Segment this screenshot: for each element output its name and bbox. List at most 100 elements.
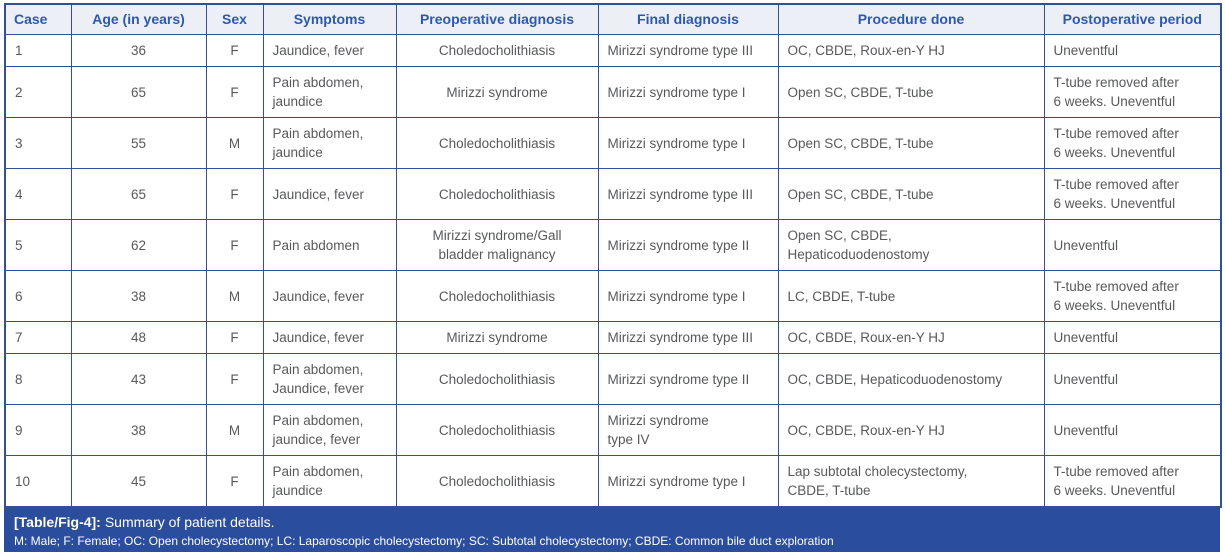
cell-case: 10 xyxy=(4,455,72,508)
cell-sex: F xyxy=(205,219,264,271)
cell-sex: F xyxy=(205,34,264,67)
cell-symptoms: Pain abdomen, jaundice xyxy=(262,66,397,118)
cell-preoperative_diagnosis: Mirizzi syndrome/Gall bladder malignancy xyxy=(395,219,599,271)
cell-final_diagnosis: Mirizzi syndrome type IV xyxy=(597,404,779,456)
column-header-procedure_done: Procedure done xyxy=(777,3,1045,35)
cell-sex: M xyxy=(205,270,264,322)
column-header-preoperative_diagnosis: Preoperative diagnosis xyxy=(395,3,599,35)
table-row: 4 65 F Jaundice, fever Choledocholithiasis Mi… xyxy=(4,168,1222,220)
cell-sex: F xyxy=(205,168,264,220)
cell-case: 6 xyxy=(4,270,72,322)
cell-procedure_done: Lap subtotal cholecystectomy, CBDE, T-tu… xyxy=(777,455,1045,508)
column-header-case: Case xyxy=(4,3,72,35)
cell-age: 45 xyxy=(70,455,207,508)
cell-procedure_done: OC, CBDE, Roux-en-Y HJ xyxy=(777,404,1045,456)
cell-final_diagnosis: Mirizzi syndrome type II xyxy=(597,219,779,271)
cell-sex: F xyxy=(205,353,264,405)
cell-procedure_done: Open SC, CBDE, Hepaticoduodenostomy xyxy=(777,219,1045,271)
cell-procedure_done: LC, CBDE, T-tube xyxy=(777,270,1045,322)
cell-symptoms: Jaundice, fever xyxy=(262,168,397,220)
cell-postoperative_period: T-tube removed after 6 weeks. Uneventful xyxy=(1043,270,1222,322)
cell-sex: M xyxy=(205,404,264,456)
column-header-sex: Sex xyxy=(205,3,264,35)
cell-final_diagnosis: Mirizzi syndrome type III xyxy=(597,321,779,354)
cell-symptoms: Jaundice, fever xyxy=(262,321,397,354)
column-header-final_diagnosis: Final diagnosis xyxy=(597,3,779,35)
cell-postoperative_period: T-tube removed after 6 weeks. Uneventful xyxy=(1043,168,1222,220)
header-row: Case Age (in years) Sex Symptoms Preoperativ… xyxy=(4,3,1222,35)
cell-age: 65 xyxy=(70,168,207,220)
cell-sex: F xyxy=(205,455,264,508)
table-row: 6 38 M Jaundice, fever Choledocholithiasis Mi… xyxy=(4,270,1222,322)
cell-preoperative_diagnosis: Choledocholithiasis xyxy=(395,270,599,322)
cell-postoperative_period: T-tube removed after 6 weeks. Uneventful xyxy=(1043,117,1222,169)
patient-details-table: Case Age (in years) Sex Symptoms Preoperativ… xyxy=(4,3,1222,508)
cell-preoperative_diagnosis: Choledocholithiasis xyxy=(395,455,599,508)
cell-symptoms: Pain abdomen xyxy=(262,219,397,271)
cell-postoperative_period: Uneventful xyxy=(1043,34,1222,67)
cell-case: 3 xyxy=(4,117,72,169)
cell-final_diagnosis: Mirizzi syndrome type I xyxy=(597,117,779,169)
cell-final_diagnosis: Mirizzi syndrome type III xyxy=(597,34,779,67)
cell-procedure_done: Open SC, CBDE, T-tube xyxy=(777,168,1045,220)
cell-case: 4 xyxy=(4,168,72,220)
cell-preoperative_diagnosis: Choledocholithiasis xyxy=(395,34,599,67)
cell-age: 38 xyxy=(70,404,207,456)
table-row: 9 38 M Pain abdomen, jaundice, fever Choledo… xyxy=(4,404,1222,456)
column-header-postoperative_period: Postoperative period xyxy=(1043,3,1222,35)
cell-case: 9 xyxy=(4,404,72,456)
cell-preoperative_diagnosis: Mirizzi syndrome xyxy=(395,321,599,354)
cell-preoperative_diagnosis: Choledocholithiasis xyxy=(395,353,599,405)
cell-age: 55 xyxy=(70,117,207,169)
table-body: 1 36 F Jaundice, fever Choledocholithiasis Mi… xyxy=(4,34,1222,508)
cell-sex: F xyxy=(205,321,264,354)
cell-symptoms: Jaundice, fever xyxy=(262,270,397,322)
cell-postoperative_period: T-tube removed after 6 weeks. Uneventful xyxy=(1043,455,1222,508)
table-title: Summary of patient details. xyxy=(104,514,275,530)
table-row: 2 65 F Pain abdomen, jaundice Mirizzi syndro… xyxy=(4,66,1222,118)
cell-symptoms: Pain abdomen, jaundice xyxy=(262,455,397,508)
cell-case: 7 xyxy=(4,321,72,354)
cell-preoperative_diagnosis: Choledocholithiasis xyxy=(395,117,599,169)
cell-symptoms: Jaundice, fever xyxy=(262,34,397,67)
table-figure-label: [Table/Fig-4]: xyxy=(14,514,101,530)
cell-symptoms: Pain abdomen, Jaundice, fever xyxy=(262,353,397,405)
cell-final_diagnosis: Mirizzi syndrome type I xyxy=(597,270,779,322)
cell-procedure_done: OC, CBDE, Roux-en-Y HJ xyxy=(777,321,1045,354)
table-row: 3 55 M Pain abdomen, jaundice Choledocholith… xyxy=(4,117,1222,169)
cell-preoperative_diagnosis: Mirizzi syndrome xyxy=(395,66,599,118)
cell-age: 36 xyxy=(70,34,207,67)
cell-postoperative_period: T-tube removed after 6 weeks. Uneventful xyxy=(1043,66,1222,118)
cell-case: 5 xyxy=(4,219,72,271)
cell-final_diagnosis: Mirizzi syndrome type I xyxy=(597,455,779,508)
cell-age: 65 xyxy=(70,66,207,118)
cell-postoperative_period: Uneventful xyxy=(1043,353,1222,405)
table-row: 8 43 F Pain abdomen, Jaundice, fever Choledo… xyxy=(4,353,1222,405)
cell-case: 8 xyxy=(4,353,72,405)
cell-postoperative_period: Uneventful xyxy=(1043,321,1222,354)
table-row: 5 62 F Pain abdomen Mirizzi syndrome/Gall bl… xyxy=(4,219,1222,271)
cell-procedure_done: OC, CBDE, Roux-en-Y HJ xyxy=(777,34,1045,67)
cell-preoperative_diagnosis: Choledocholithiasis xyxy=(395,404,599,456)
cell-final_diagnosis: Mirizzi syndrome type II xyxy=(597,353,779,405)
cell-symptoms: Pain abdomen, jaundice, fever xyxy=(262,404,397,456)
cell-symptoms: Pain abdomen, jaundice xyxy=(262,117,397,169)
cell-age: 48 xyxy=(70,321,207,354)
cell-age: 62 xyxy=(70,219,207,271)
cell-age: 43 xyxy=(70,353,207,405)
cell-final_diagnosis: Mirizzi syndrome type I xyxy=(597,66,779,118)
cell-age: 38 xyxy=(70,270,207,322)
table-row: 1 36 F Jaundice, fever Choledocholithiasis Mi… xyxy=(4,34,1222,67)
abbreviations-note: M: Male; F: Female; OC: Open cholecystec… xyxy=(14,534,834,548)
column-header-symptoms: Symptoms xyxy=(262,3,397,35)
table-row: 7 48 F Jaundice, fever Mirizzi syndrome Miriz… xyxy=(4,321,1222,354)
cell-procedure_done: OC, CBDE, Hepaticoduodenostomy xyxy=(777,353,1045,405)
table-header: Case Age (in years) Sex Symptoms Preoperativ… xyxy=(4,3,1222,35)
caption-title-line: [Table/Fig-4]: Summary of patient details… xyxy=(14,513,1210,532)
cell-procedure_done: Open SC, CBDE, T-tube xyxy=(777,66,1045,118)
table-figure: Case Age (in years) Sex Symptoms Preoperativ… xyxy=(4,3,1222,552)
cell-preoperative_diagnosis: Choledocholithiasis xyxy=(395,168,599,220)
cell-procedure_done: Open SC, CBDE, T-tube xyxy=(777,117,1045,169)
cell-postoperative_period: Uneventful xyxy=(1043,404,1222,456)
cell-case: 1 xyxy=(4,34,72,67)
